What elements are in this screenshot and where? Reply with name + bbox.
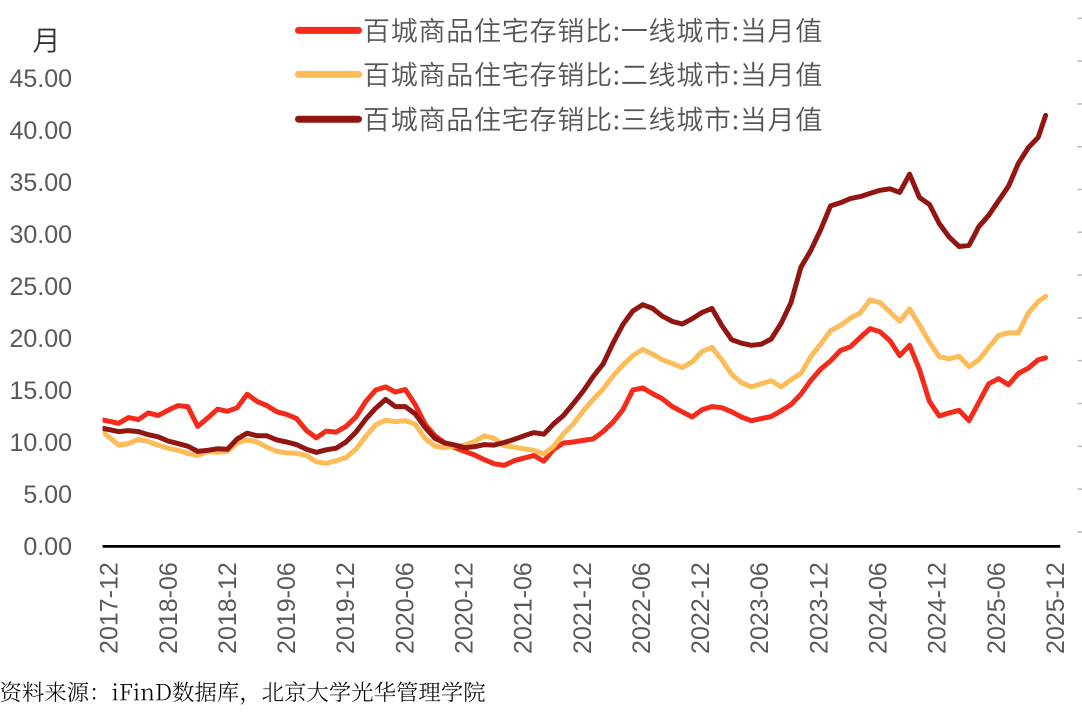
- svg-text:2019-06: 2019-06: [273, 562, 301, 654]
- svg-text:2023-06: 2023-06: [746, 562, 774, 654]
- svg-text:2020-06: 2020-06: [391, 562, 419, 654]
- svg-text:2024-06: 2024-06: [865, 562, 893, 654]
- svg-text:2019-12: 2019-12: [332, 562, 360, 654]
- svg-text:15.00: 15.00: [9, 377, 72, 405]
- svg-text:45.00: 45.00: [9, 65, 72, 93]
- svg-text:2023-12: 2023-12: [805, 562, 833, 654]
- svg-text:2024-12: 2024-12: [924, 562, 952, 654]
- svg-text:30.00: 30.00: [9, 221, 72, 249]
- svg-text:2021-06: 2021-06: [510, 562, 538, 654]
- svg-text:35.00: 35.00: [9, 169, 72, 197]
- svg-text:2022-06: 2022-06: [628, 562, 656, 654]
- svg-text:2025-12: 2025-12: [1042, 562, 1070, 654]
- svg-text:0.00: 0.00: [23, 533, 72, 561]
- svg-text:10.00: 10.00: [9, 429, 72, 457]
- svg-text:2022-12: 2022-12: [687, 562, 715, 654]
- svg-text:2021-12: 2021-12: [569, 562, 597, 654]
- svg-text:2018-06: 2018-06: [155, 562, 183, 654]
- svg-text:2017-12: 2017-12: [96, 562, 124, 654]
- svg-text:25.00: 25.00: [9, 273, 72, 301]
- svg-text:2020-12: 2020-12: [451, 562, 479, 654]
- svg-text:20.00: 20.00: [9, 325, 72, 353]
- svg-text:2025-06: 2025-06: [983, 562, 1011, 654]
- svg-text:2018-12: 2018-12: [214, 562, 242, 654]
- svg-text:40.00: 40.00: [9, 117, 72, 145]
- svg-text:5.00: 5.00: [23, 481, 72, 509]
